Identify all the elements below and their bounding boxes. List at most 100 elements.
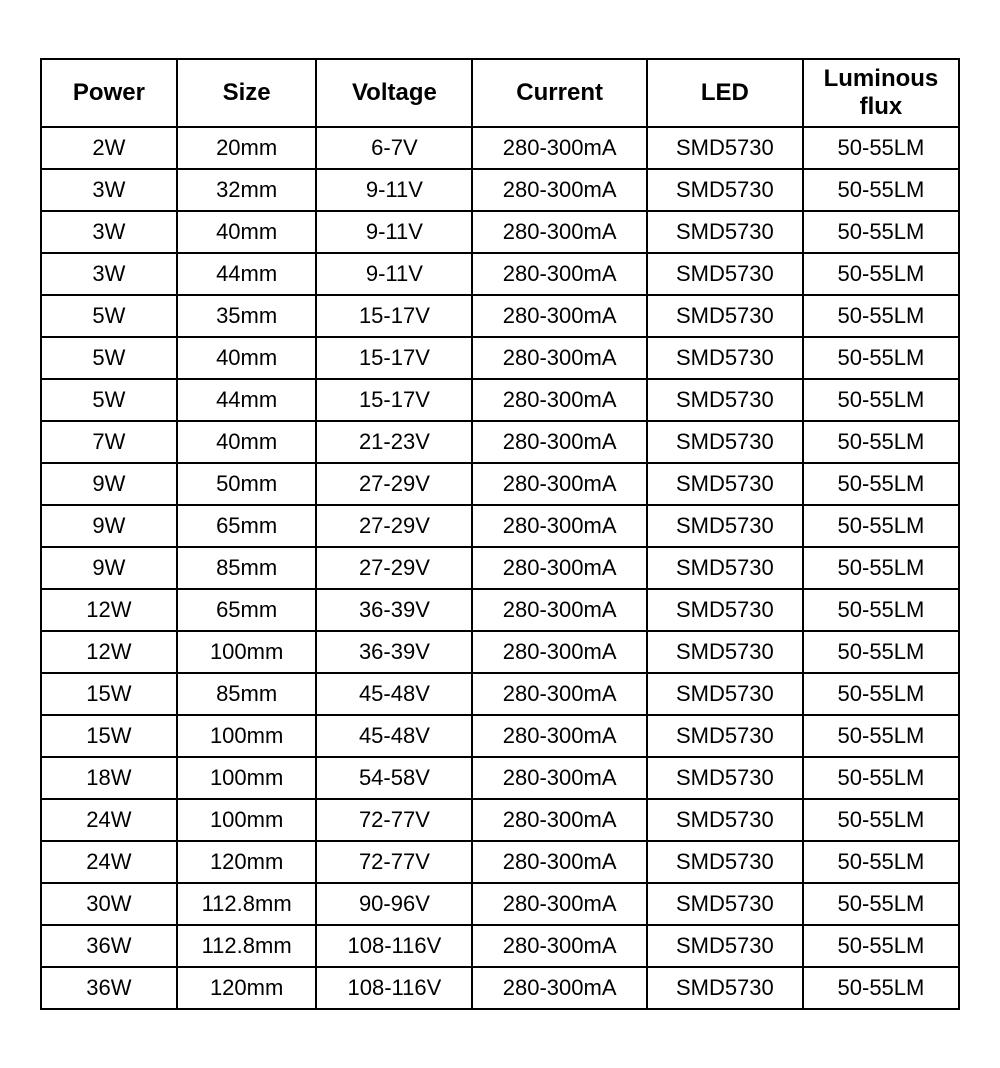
cell-luminous-flux: 50-55LM: [803, 799, 959, 841]
cell-voltage: 15-17V: [316, 379, 472, 421]
cell-led: SMD5730: [647, 715, 803, 757]
cell-voltage: 90-96V: [316, 883, 472, 925]
table-row: 36W120mm108-116V280-300mASMD573050-55LM: [41, 967, 959, 1009]
cell-power: 12W: [41, 589, 177, 631]
table-row: 9W50mm27-29V280-300mASMD573050-55LM: [41, 463, 959, 505]
cell-led: SMD5730: [647, 631, 803, 673]
table-row: 36W112.8mm108-116V280-300mASMD573050-55L…: [41, 925, 959, 967]
table-row: 2W20mm6-7V280-300mASMD573050-55LM: [41, 127, 959, 169]
cell-led: SMD5730: [647, 463, 803, 505]
table-row: 3W40mm9-11V280-300mASMD573050-55LM: [41, 211, 959, 253]
cell-size: 100mm: [177, 715, 317, 757]
col-header-current: Current: [472, 59, 646, 127]
cell-size: 112.8mm: [177, 883, 317, 925]
cell-voltage: 15-17V: [316, 295, 472, 337]
cell-voltage: 45-48V: [316, 673, 472, 715]
cell-size: 65mm: [177, 505, 317, 547]
cell-size: 100mm: [177, 799, 317, 841]
cell-voltage: 27-29V: [316, 463, 472, 505]
cell-power: 5W: [41, 379, 177, 421]
table-row: 5W44mm15-17V280-300mASMD573050-55LM: [41, 379, 959, 421]
table-row: 15W100mm45-48V280-300mASMD573050-55LM: [41, 715, 959, 757]
cell-led: SMD5730: [647, 799, 803, 841]
cell-power: 7W: [41, 421, 177, 463]
cell-luminous-flux: 50-55LM: [803, 673, 959, 715]
led-spec-table: PowerSizeVoltageCurrentLEDLuminousflux 2…: [40, 58, 960, 1010]
cell-luminous-flux: 50-55LM: [803, 463, 959, 505]
cell-current: 280-300mA: [472, 967, 646, 1009]
cell-voltage: 6-7V: [316, 127, 472, 169]
cell-power: 3W: [41, 169, 177, 211]
cell-power: 5W: [41, 337, 177, 379]
cell-current: 280-300mA: [472, 715, 646, 757]
cell-luminous-flux: 50-55LM: [803, 967, 959, 1009]
cell-led: SMD5730: [647, 295, 803, 337]
col-header-luminous-flux: Luminousflux: [803, 59, 959, 127]
cell-luminous-flux: 50-55LM: [803, 127, 959, 169]
cell-current: 280-300mA: [472, 841, 646, 883]
cell-luminous-flux: 50-55LM: [803, 925, 959, 967]
cell-voltage: 9-11V: [316, 253, 472, 295]
cell-current: 280-300mA: [472, 253, 646, 295]
cell-voltage: 27-29V: [316, 505, 472, 547]
cell-size: 120mm: [177, 967, 317, 1009]
table-row: 18W100mm54-58V280-300mASMD573050-55LM: [41, 757, 959, 799]
cell-power: 2W: [41, 127, 177, 169]
cell-size: 65mm: [177, 589, 317, 631]
cell-led: SMD5730: [647, 253, 803, 295]
table-row: 9W85mm27-29V280-300mASMD573050-55LM: [41, 547, 959, 589]
cell-power: 15W: [41, 673, 177, 715]
cell-voltage: 27-29V: [316, 547, 472, 589]
cell-current: 280-300mA: [472, 799, 646, 841]
cell-power: 9W: [41, 547, 177, 589]
cell-luminous-flux: 50-55LM: [803, 421, 959, 463]
table-row: 7W40mm21-23V280-300mASMD573050-55LM: [41, 421, 959, 463]
cell-voltage: 36-39V: [316, 631, 472, 673]
cell-power: 9W: [41, 505, 177, 547]
cell-power: 36W: [41, 925, 177, 967]
cell-power: 24W: [41, 841, 177, 883]
cell-size: 100mm: [177, 757, 317, 799]
cell-led: SMD5730: [647, 127, 803, 169]
cell-luminous-flux: 50-55LM: [803, 883, 959, 925]
cell-led: SMD5730: [647, 841, 803, 883]
table-row: 5W35mm15-17V280-300mASMD573050-55LM: [41, 295, 959, 337]
cell-current: 280-300mA: [472, 589, 646, 631]
cell-size: 85mm: [177, 673, 317, 715]
cell-size: 120mm: [177, 841, 317, 883]
cell-led: SMD5730: [647, 421, 803, 463]
cell-voltage: 72-77V: [316, 841, 472, 883]
cell-voltage: 108-116V: [316, 925, 472, 967]
cell-current: 280-300mA: [472, 631, 646, 673]
table-row: 15W85mm45-48V280-300mASMD573050-55LM: [41, 673, 959, 715]
cell-power: 3W: [41, 253, 177, 295]
cell-voltage: 45-48V: [316, 715, 472, 757]
cell-led: SMD5730: [647, 547, 803, 589]
cell-voltage: 9-11V: [316, 211, 472, 253]
cell-size: 40mm: [177, 337, 317, 379]
cell-current: 280-300mA: [472, 169, 646, 211]
cell-size: 40mm: [177, 211, 317, 253]
cell-power: 15W: [41, 715, 177, 757]
cell-current: 280-300mA: [472, 757, 646, 799]
cell-luminous-flux: 50-55LM: [803, 841, 959, 883]
cell-current: 280-300mA: [472, 505, 646, 547]
cell-size: 112.8mm: [177, 925, 317, 967]
cell-luminous-flux: 50-55LM: [803, 547, 959, 589]
table-header-row: PowerSizeVoltageCurrentLEDLuminousflux: [41, 59, 959, 127]
cell-led: SMD5730: [647, 673, 803, 715]
cell-power: 36W: [41, 967, 177, 1009]
cell-voltage: 21-23V: [316, 421, 472, 463]
cell-current: 280-300mA: [472, 379, 646, 421]
table-row: 12W100mm36-39V280-300mASMD573050-55LM: [41, 631, 959, 673]
cell-current: 280-300mA: [472, 463, 646, 505]
cell-power: 3W: [41, 211, 177, 253]
cell-led: SMD5730: [647, 505, 803, 547]
cell-luminous-flux: 50-55LM: [803, 589, 959, 631]
page-container: PowerSizeVoltageCurrentLEDLuminousflux 2…: [0, 0, 1000, 1068]
cell-power: 12W: [41, 631, 177, 673]
cell-luminous-flux: 50-55LM: [803, 169, 959, 211]
cell-voltage: 108-116V: [316, 967, 472, 1009]
cell-current: 280-300mA: [472, 337, 646, 379]
cell-power: 9W: [41, 463, 177, 505]
